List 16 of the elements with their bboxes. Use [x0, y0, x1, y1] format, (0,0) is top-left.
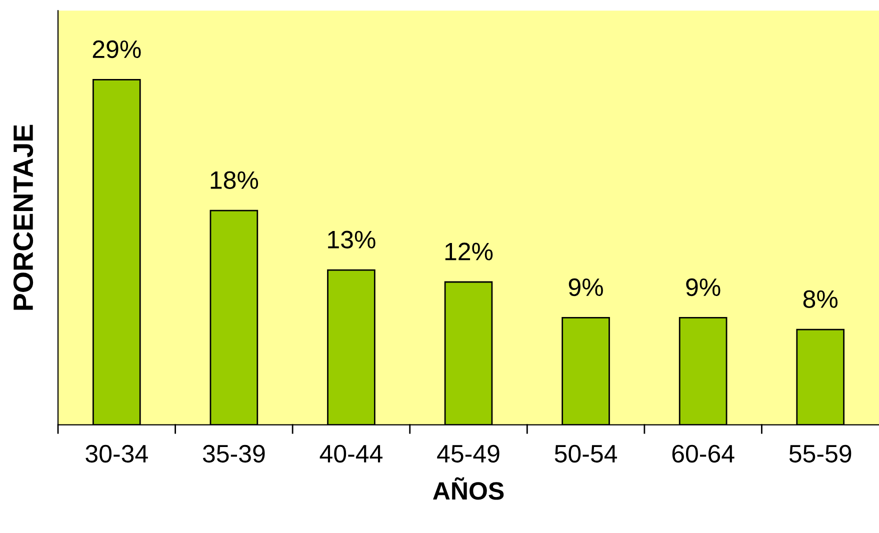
x-tick-label: 30-34: [86, 444, 148, 463]
data-label: 12%: [445, 242, 493, 260]
data-label: 29%: [92, 40, 141, 58]
x-tick-label: 55-59: [789, 444, 852, 463]
y-axis-title: PORCENTAJE: [13, 124, 34, 310]
data-label: 18%: [210, 171, 258, 189]
data-label: 9%: [686, 278, 720, 296]
data-label: 8%: [803, 290, 838, 308]
x-tick-label: 45-49: [437, 444, 500, 463]
data-label: 9%: [568, 278, 603, 296]
x-tick-label: 60-64: [672, 444, 734, 463]
data-label: 13%: [328, 230, 376, 248]
x-tick-label: 40-44: [320, 444, 382, 463]
x-tick-label: 50-54: [554, 444, 618, 463]
x-tick-label: 35-39: [202, 444, 265, 463]
x-axis-title: AÑOS: [433, 477, 504, 500]
